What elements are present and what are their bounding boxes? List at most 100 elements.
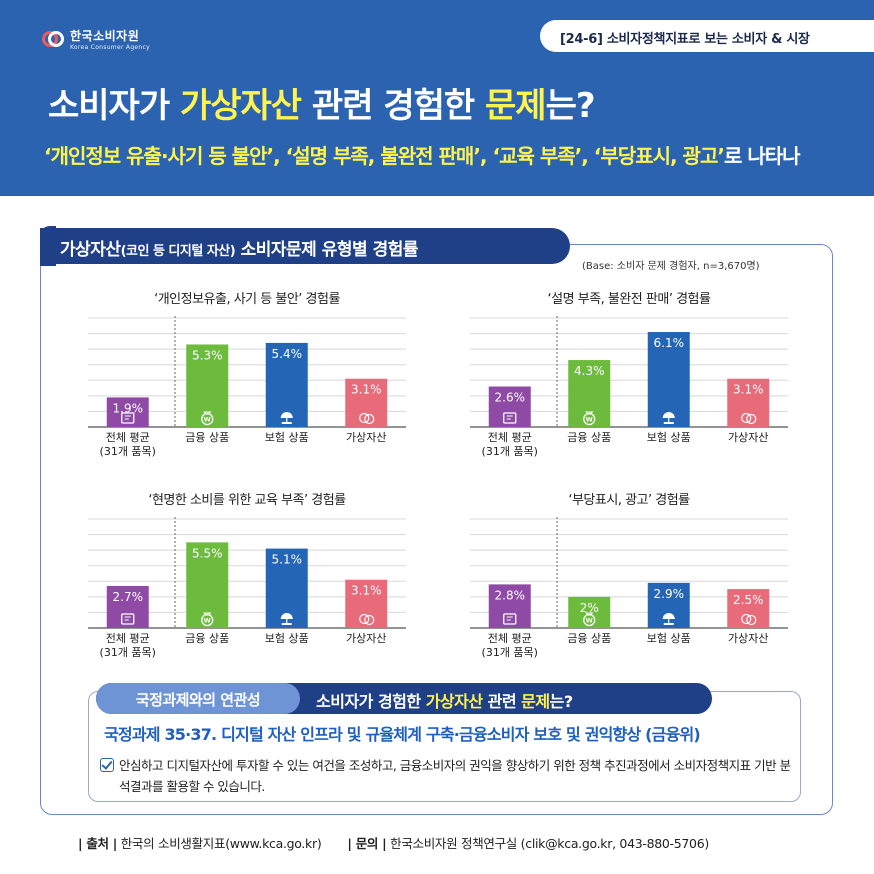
bar-group: 5.3% W xyxy=(186,344,229,427)
category-sublabel: (31개 품목) xyxy=(482,646,538,659)
bar xyxy=(345,579,388,628)
bar-group: 2.8% xyxy=(488,584,531,628)
bar-group: 6.1% xyxy=(647,332,690,427)
bar-group: 2.9% xyxy=(647,582,690,628)
bar-group: 1.9% xyxy=(106,397,149,427)
svg-text:W: W xyxy=(586,416,593,424)
money-bag-icon: W xyxy=(201,612,214,627)
policy-question: 소비자가 경험한 가상자산 관련 문제는? xyxy=(316,692,573,711)
contact-text: 한국소비자원 정책연구실 (clik@kca.go.kr, 043-880-57… xyxy=(386,836,709,851)
data-label: 4.3% xyxy=(574,364,605,378)
chart-title: ‘개인정보유출, 사기 등 불안’ 경험률 xyxy=(154,292,340,307)
chart-privacy: ‘개인정보유출, 사기 등 불안’ 경험률 1.9% 전체 평균 (31개 품목) 5… xyxy=(88,288,406,463)
money-bag-icon: W xyxy=(583,411,596,426)
category-label: 금융 상품 xyxy=(567,431,611,444)
bar xyxy=(568,360,611,427)
bar-group: 5.1% xyxy=(265,548,308,628)
bar-group: 2% W xyxy=(568,596,611,628)
category-label: 전체 평균 xyxy=(106,431,150,444)
category-label: 보험 상품 xyxy=(265,632,309,645)
org-name: 한국소비자원 xyxy=(70,29,140,43)
money-bag-icon: W xyxy=(201,411,214,426)
bar xyxy=(106,585,149,628)
checkbox-icon xyxy=(100,758,114,772)
bar-group: 4.3% W xyxy=(568,360,611,427)
data-label: 2.5% xyxy=(733,593,764,607)
umbrella-icon xyxy=(280,412,293,424)
category-label: 보험 상품 xyxy=(265,431,309,444)
bar xyxy=(568,596,611,628)
money-bag-icon: W xyxy=(583,612,596,627)
data-label: 5.4% xyxy=(272,347,303,361)
category-label: 보험 상품 xyxy=(647,431,691,444)
svg-text:W: W xyxy=(586,617,593,625)
category-label: 가상자산 xyxy=(728,632,768,645)
bar xyxy=(345,378,388,427)
data-label: 3.1% xyxy=(351,383,382,397)
umbrella-icon xyxy=(280,613,293,625)
series-tag: [24-6] 소비자정책지표로 보는 소비자 & 시장 xyxy=(540,20,874,52)
category-label: 보험 상품 xyxy=(647,632,691,645)
data-label: 3.1% xyxy=(733,383,764,397)
contact-label: | 문의 | xyxy=(347,836,387,851)
data-label: 6.1% xyxy=(654,336,685,350)
kca-logo-icon xyxy=(42,28,64,50)
bar-group: 2.6% xyxy=(488,386,531,427)
chart-title: ‘현명한 소비를 위한 교육 부족’ 경험률 xyxy=(148,493,346,508)
bar-group: 5.4% xyxy=(265,342,308,427)
chart-svg: 2.6% 전체 평균(31개 품목) 4.3% W 금융 상품 6.1% 보험 상품 3.1%… xyxy=(470,316,788,458)
coin-icon xyxy=(741,613,757,626)
chart-svg: 2.8% 전체 평균(31개 품목) 2% W 금융 상품 2.9% 보험 상품 2.5% 가상… xyxy=(470,517,788,659)
org-name-en: Korea Consumer Agency xyxy=(70,44,150,51)
bar-group: 2.7% xyxy=(106,585,149,628)
data-label: 2% xyxy=(580,601,599,615)
data-label: 5.1% xyxy=(272,553,303,567)
chart-misselling: ‘설명 부족, 불완전 판매’ 경험률 2.6% 전체 평균 (31개 품목) 4.3… xyxy=(470,288,788,463)
data-label: 2.7% xyxy=(113,590,144,604)
category-label: 전체 평균 xyxy=(488,431,532,444)
coin-icon xyxy=(359,412,375,425)
category-sublabel: (31개 품목) xyxy=(482,445,538,458)
policy-text: 안심하고 디지털자산에 투자할 수 있는 여건을 조성하고, 금융소비자의 권익… xyxy=(119,758,791,794)
category-label: 금융 상품 xyxy=(185,431,229,444)
bar xyxy=(647,332,690,427)
source-text: 한국의 소비생활지표(www.kca.go.kr) xyxy=(117,836,322,851)
bar-group: 2.5% xyxy=(727,589,770,628)
bar xyxy=(488,584,531,628)
document-icon xyxy=(121,412,135,424)
chart-svg: 1.9% 전체 평균(31개 품목) 5.3% W 금융 상품 5.4% 보험 상품 3.1%… xyxy=(88,316,406,458)
bar xyxy=(186,542,229,628)
category-label: 가상자산 xyxy=(346,431,386,444)
subheadline: ‘개인정보 유출·사기 등 불안’, ‘설명 부족, 불완전 판매’, ‘교육 … xyxy=(44,144,801,168)
svg-text:W: W xyxy=(204,617,211,625)
data-label: 1.9% xyxy=(113,401,144,415)
bar xyxy=(727,378,770,427)
source-label: | 출처 | xyxy=(78,836,118,851)
bar xyxy=(106,397,149,427)
chart-education: ‘현명한 소비를 위한 교육 부족’ 경험률 2.7% 전체 평균 (31개 품목)… xyxy=(88,489,406,664)
headline: 소비자가 가상자산 관련 경험한 문제는? xyxy=(48,86,596,126)
chart-title: ‘설명 부족, 불완전 판매’ 경험률 xyxy=(547,292,711,307)
coin-icon xyxy=(359,613,375,626)
data-label: 2.8% xyxy=(495,588,526,602)
data-label: 3.1% xyxy=(351,584,382,598)
footer: | 출처 | 한국의 소비생활지표(www.kca.go.kr) | 문의 | 한… xyxy=(78,833,709,852)
data-label: 5.5% xyxy=(192,546,223,560)
document-icon xyxy=(503,412,517,424)
policy-label: 국정과제와의 연관성 xyxy=(96,683,300,714)
document-icon xyxy=(503,613,517,625)
bar xyxy=(488,386,531,427)
chart-advertising: ‘부당표시, 광고’ 경험률 2.8% 전체 평균 (31개 품목) 2% W 금융 상품… xyxy=(470,489,788,664)
bar xyxy=(727,589,770,628)
kca-logo: 한국소비자원 Korea Consumer Agency xyxy=(42,27,150,51)
category-label: 전체 평균 xyxy=(106,632,150,645)
bar-group: 5.5% W xyxy=(186,542,229,628)
data-label: 5.3% xyxy=(192,348,223,362)
base-note: (Base: 소비자 문제 경험자, n=3,670명) xyxy=(582,261,760,272)
category-label: 전체 평균 xyxy=(488,632,532,645)
bar-group: 3.1% xyxy=(727,378,770,427)
category-sublabel: (31개 품목) xyxy=(100,445,156,458)
svg-text:W: W xyxy=(204,416,211,424)
data-label: 2.6% xyxy=(495,391,526,405)
category-label: 가상자산 xyxy=(728,431,768,444)
